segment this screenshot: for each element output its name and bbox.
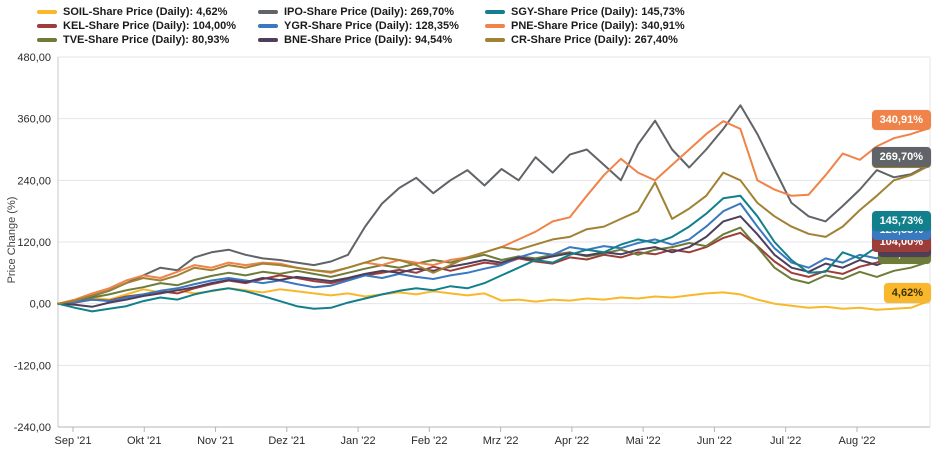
legend-swatch-icon [485, 10, 505, 14]
legend-label: CR-Share Price (Daily): 267,40% [511, 34, 678, 46]
legend-label: IPO-Share Price (Daily): 269,70% [284, 6, 454, 18]
x-tick-label: Okt '21 [127, 435, 162, 447]
legend-swatch-icon [37, 38, 57, 42]
x-tick-label: Jan '22 [341, 435, 376, 447]
y-tick-label: 120,00 [17, 237, 51, 249]
x-tick-label: Jul '22 [770, 435, 801, 447]
y-tick-label: 480,00 [17, 52, 51, 64]
series-line-KEL[interactable] [57, 231, 929, 305]
legend-label: YGR-Share Price (Daily): 128,35% [284, 20, 459, 32]
legend-item-PNE[interactable]: PNE-Share Price (Daily): 340,91% [485, 19, 685, 33]
series-line-SOIL[interactable] [57, 287, 929, 311]
legend-item-SGY[interactable]: SGY-Share Price (Daily): 145,73% [485, 5, 685, 19]
series-line-TVE[interactable] [57, 226, 929, 305]
series-line-CR[interactable] [57, 165, 929, 305]
legend-item-SOIL[interactable]: SOIL-Share Price (Daily): 4,62% [37, 5, 258, 19]
legend-item-TVE[interactable]: TVE-Share Price (Daily): 80,93% [37, 33, 258, 47]
legend-swatch-icon [258, 10, 278, 14]
y-tick-label: -120,00 [14, 360, 51, 372]
value-badge-SGY: 145,73% [871, 210, 931, 231]
x-tick-label: Mai '22 [626, 435, 661, 447]
y-axis-title: Price Change (%) [6, 196, 18, 284]
x-tick-label: Apr '22 [555, 435, 590, 447]
legend-item-CR[interactable]: CR-Share Price (Daily): 267,40% [485, 33, 685, 47]
x-tick-label: Aug '22 [838, 435, 875, 447]
value-badge-IPO: 269,70% [871, 147, 931, 168]
legend-item-KEL[interactable]: KEL-Share Price (Daily): 104,00% [37, 19, 258, 33]
legend-swatch-icon [485, 38, 505, 42]
series-line-PNE[interactable] [57, 120, 929, 305]
y-tick-label: 240,00 [17, 175, 51, 187]
x-tick-label: Nov '21 [197, 435, 234, 447]
legend-item-IPO[interactable]: IPO-Share Price (Daily): 269,70% [258, 5, 485, 19]
y-tick-label: 360,00 [17, 114, 51, 126]
legend-label: SOIL-Share Price (Daily): 4,62% [63, 6, 228, 18]
legend-swatch-icon [258, 24, 278, 28]
x-tick-label: Dez '21 [268, 435, 305, 447]
legend-item-BNE[interactable]: BNE-Share Price (Daily): 94,54% [258, 33, 485, 47]
x-tick-label: Feb '22 [411, 435, 447, 447]
series-line-YGR[interactable] [57, 202, 929, 305]
series-line-SGY[interactable] [57, 194, 929, 313]
legend-label: TVE-Share Price (Daily): 80,93% [63, 34, 230, 46]
legend-swatch-icon [37, 24, 57, 28]
legend-swatch-icon [485, 24, 505, 28]
series-line-IPO[interactable] [57, 104, 929, 305]
value-badge-PNE: 340,91% [871, 110, 931, 131]
y-tick-label: -240,00 [14, 422, 51, 434]
legend-label: KEL-Share Price (Daily): 104,00% [63, 20, 237, 32]
legend-label: BNE-Share Price (Daily): 94,54% [284, 34, 453, 46]
series-line-BNE[interactable] [57, 215, 929, 308]
legend: SOIL-Share Price (Daily): 4,62% KEL-Share… [37, 5, 685, 47]
legend-label: SGY-Share Price (Daily): 145,73% [511, 6, 685, 18]
x-tick-label: Jun '22 [697, 435, 732, 447]
x-tick-label: Sep '21 [55, 435, 92, 447]
legend-swatch-icon [37, 10, 57, 14]
value-badge-SOIL: 4,62% [883, 283, 931, 304]
legend-label: PNE-Share Price (Daily): 340,91% [511, 20, 685, 32]
legend-item-YGR[interactable]: YGR-Share Price (Daily): 128,35% [258, 19, 485, 33]
legend-swatch-icon [258, 38, 278, 42]
x-tick-label: Mrz '22 [483, 435, 519, 447]
y-tick-label: 0,00 [30, 299, 51, 311]
